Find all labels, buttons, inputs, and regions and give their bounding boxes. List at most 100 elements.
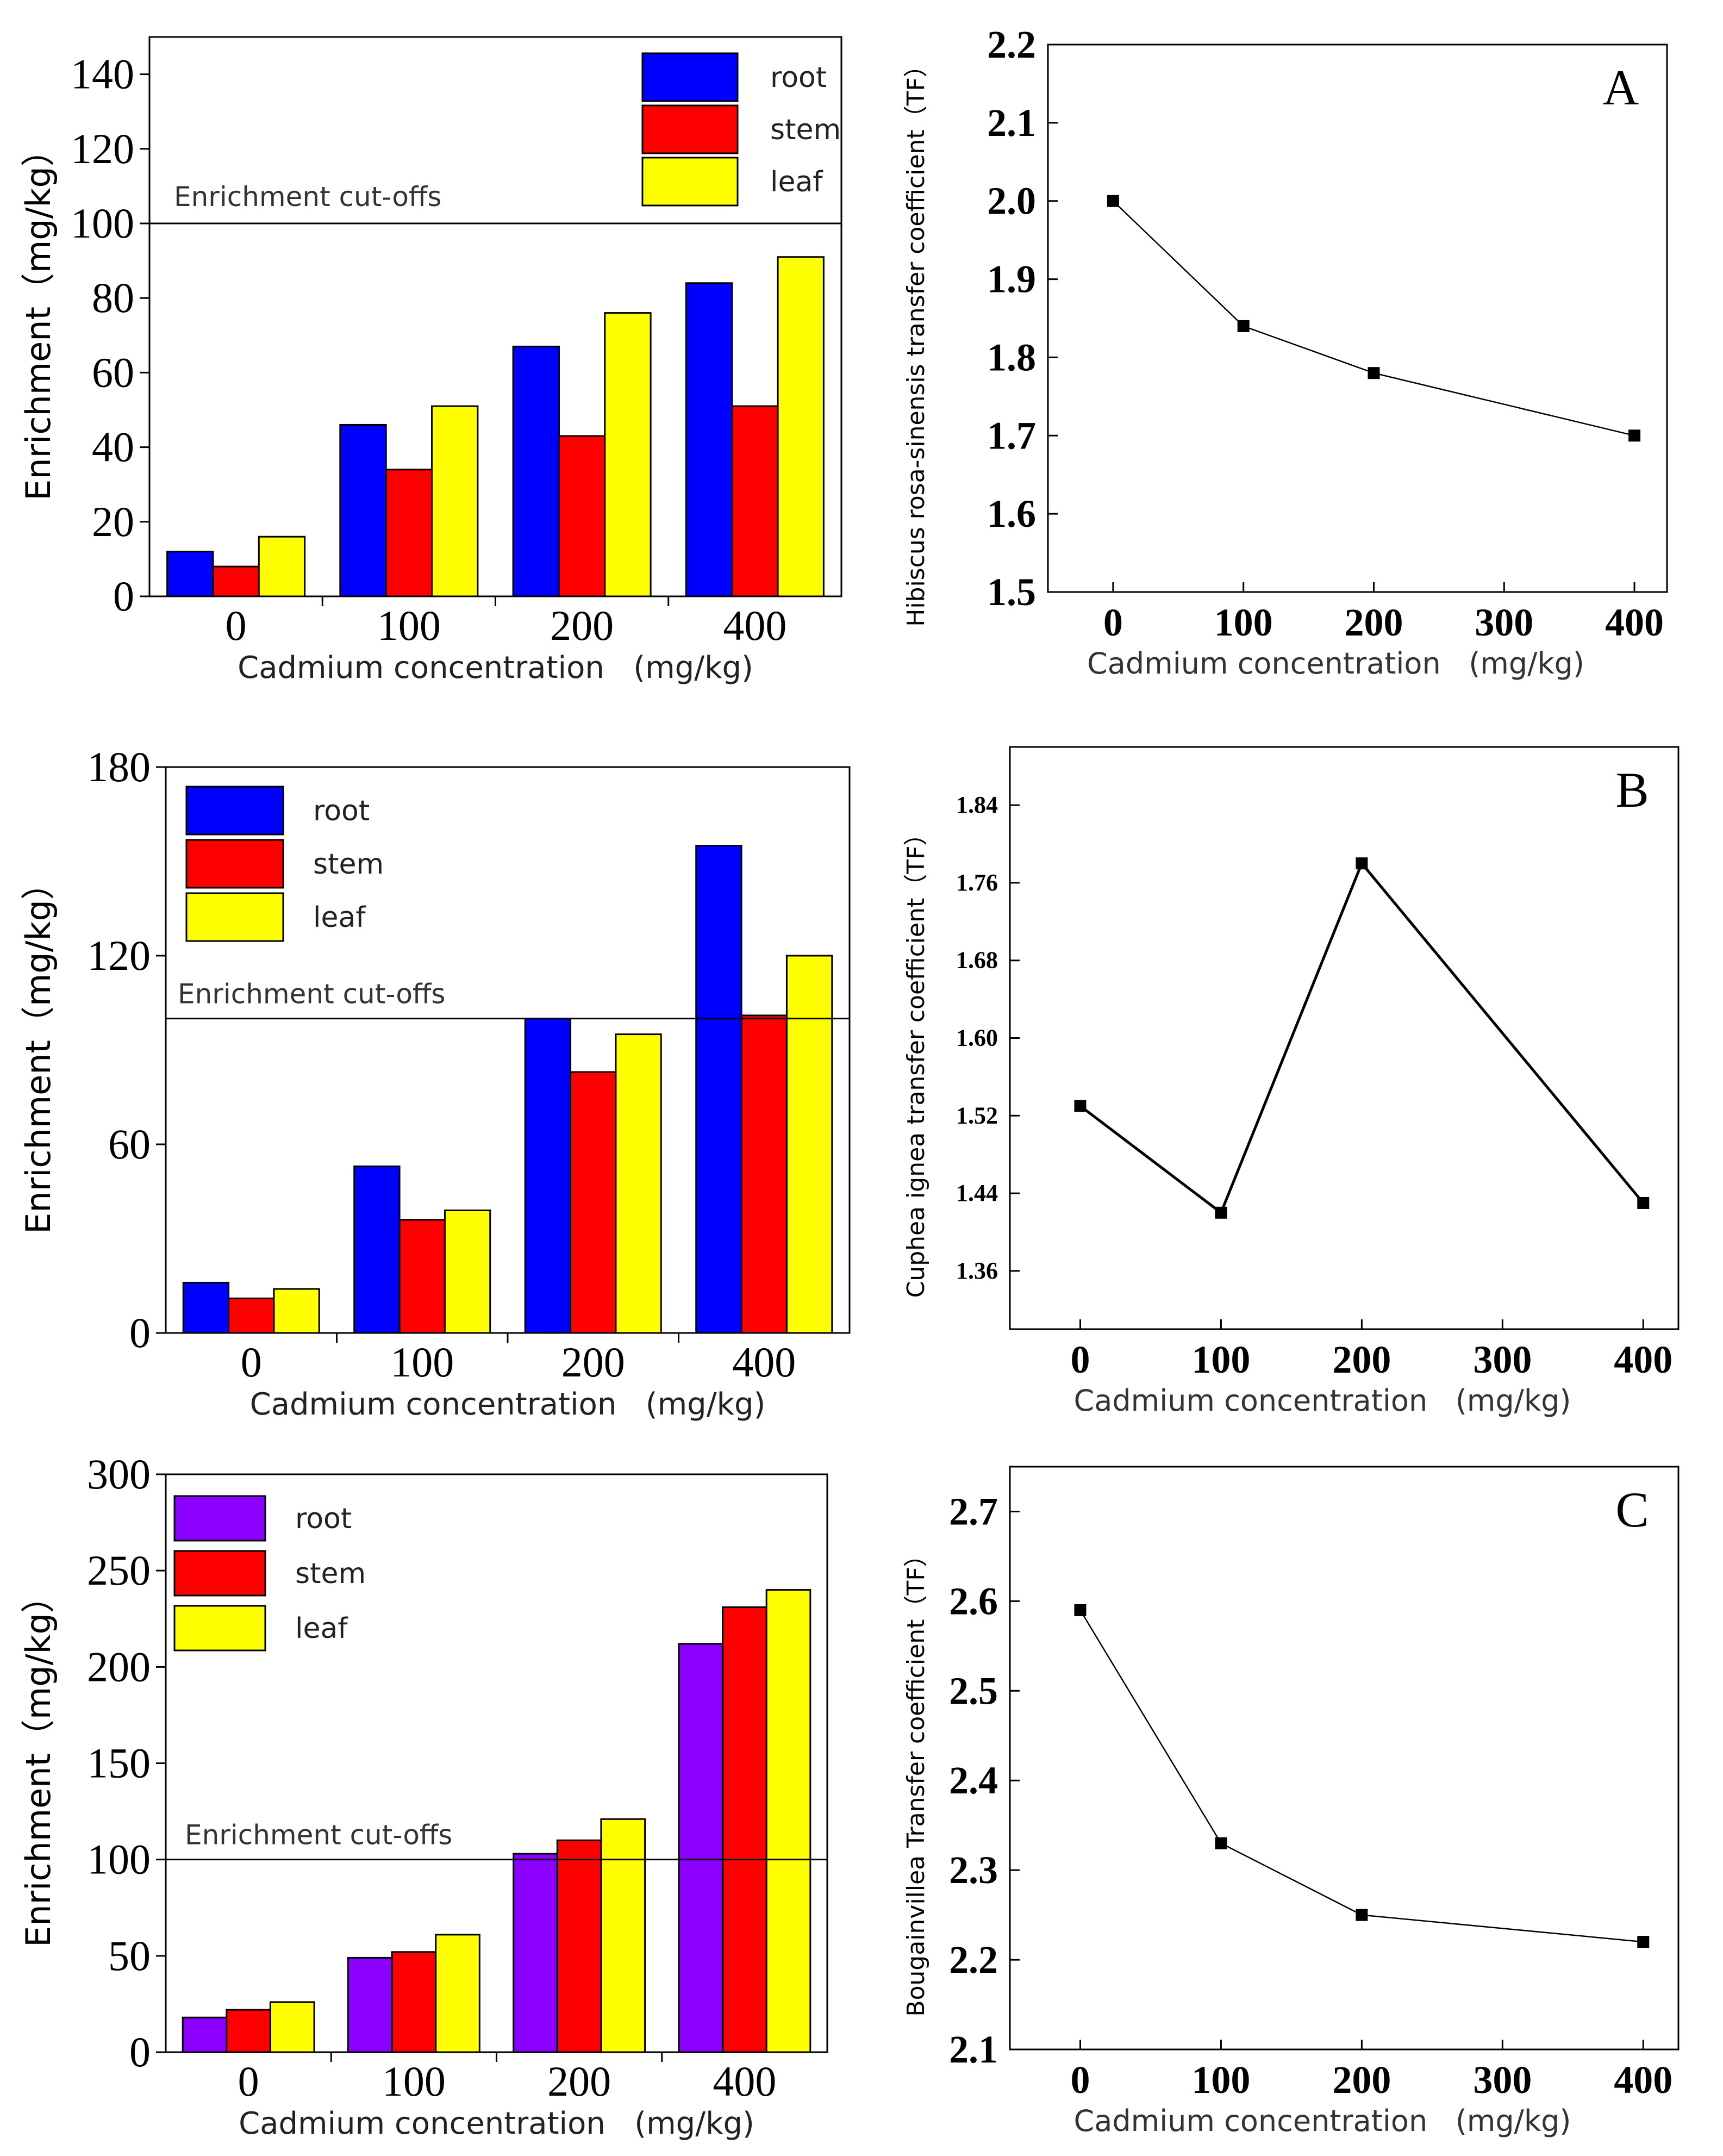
x-tick-label: 0: [1103, 601, 1123, 644]
y-tick-label: 300: [87, 1450, 151, 1498]
legend-swatch-root: [173, 1495, 266, 1542]
bar-root-0: [182, 2016, 228, 2053]
bar-stem-100: [391, 1951, 437, 2053]
bar-leaf-200: [615, 1033, 662, 1334]
bar-stem-200: [558, 435, 606, 597]
data-point: [1368, 367, 1380, 379]
cutoff-label: Enrichment cut-offs: [174, 181, 441, 213]
data-point: [1637, 1197, 1650, 1209]
data-point: [1074, 1604, 1087, 1616]
line-a-chart: 0 100 200 300 400 1.5 1.6 1.7 1.8 1.9 2.0 2.1 2.2 A Ca…: [902, 23, 1668, 681]
panel-label: A: [1603, 60, 1639, 115]
series-line: [1079, 861, 1645, 1215]
legend-swatch-leaf: [641, 157, 739, 207]
y-tick-label: 120: [87, 932, 151, 979]
bar-stem-400: [722, 1606, 767, 2053]
y-tick-label: 1.9: [987, 258, 1036, 301]
y-tick-label: 120: [71, 125, 134, 172]
x-tick-label: 100: [1191, 2058, 1250, 2102]
legend-label-stem: stem: [770, 114, 841, 146]
x-tick-label: 400: [1605, 601, 1664, 644]
bar-stem-400: [740, 1014, 788, 1334]
bar-root-400: [695, 845, 742, 1334]
x-tick-label: 100: [382, 2058, 446, 2105]
legend-label-leaf: leaf: [770, 166, 823, 198]
y-tick-label: 2.4: [949, 1759, 998, 1802]
cutoff-label: Enrichment cut-offs: [178, 979, 445, 1010]
series-line: [1079, 1610, 1644, 1943]
bar-c-chart: 0 100 200 400 0 50 100 150 200 250 300 Enrichment c…: [18, 1450, 828, 2141]
x-axis-title: Cadmium concentration (mg/kg): [1074, 2104, 1571, 2138]
legend-swatch-stem: [641, 104, 739, 154]
y-axis-title: Hibiscus rosa-sinensis transfer coeffici…: [902, 53, 930, 627]
bar-root-100: [353, 1165, 401, 1334]
x-tick-label: 100: [1214, 601, 1273, 644]
y-tick-label: 1.52: [956, 1102, 998, 1129]
x-tick-label: 200: [561, 1338, 625, 1386]
bar-stem-100: [398, 1219, 446, 1334]
bar-root-0: [166, 551, 214, 597]
y-tick-label: 2.7: [949, 1490, 998, 1533]
bar-leaf-100: [444, 1209, 491, 1334]
plot-frame: [165, 766, 851, 1334]
data-point: [1637, 1936, 1650, 1948]
y-tick-label: 2.2: [949, 1938, 998, 1981]
bar-stem-0: [228, 1297, 275, 1334]
y-tick-label: 60: [92, 348, 134, 396]
y-tick-label: 180: [87, 743, 151, 790]
x-axis-title: Cadmium concentration (mg/kg): [1087, 646, 1584, 681]
bar-root-100: [347, 1956, 393, 2053]
bar-leaf-0: [258, 535, 306, 597]
bar-root-200: [513, 1853, 558, 2053]
x-axis-title: Cadmium concentration (mg/kg): [239, 2106, 754, 2141]
y-tick-label: 1.44: [956, 1180, 998, 1206]
x-tick-label: 100: [390, 1338, 454, 1386]
x-tick-label: 0: [1070, 1338, 1090, 1381]
bar-root-100: [339, 423, 387, 597]
x-tick-label: 400: [1614, 1338, 1672, 1381]
y-tick-label: 1.6: [987, 492, 1036, 535]
plot-frame: [1047, 43, 1668, 593]
y-tick-label: 2.1: [987, 101, 1036, 145]
legend-swatch-root: [185, 786, 284, 836]
y-tick-label: 0: [129, 2028, 151, 2076]
y-tick-label: 200: [87, 1643, 151, 1690]
data-point: [1215, 1837, 1227, 1849]
x-tick-label: 300: [1473, 1338, 1532, 1381]
y-tick-label: 1.7: [987, 414, 1036, 457]
bar-root-0: [182, 1281, 230, 1334]
y-axis-title: Enrichment（mg/kg）: [18, 1579, 58, 1947]
bar-stem-0: [226, 2009, 271, 2053]
plot-frame: [1009, 746, 1680, 1330]
plot-frame: [148, 36, 842, 597]
bar-stem-200: [570, 1071, 617, 1334]
y-axis-title: Bougainvillea Transfer coefficient（TF）: [902, 1543, 930, 2016]
y-tick-label: 1.76: [956, 869, 998, 896]
y-tick-label: 150: [87, 1740, 151, 1787]
y-tick-label: 2.5: [949, 1669, 998, 1712]
y-tick-label: 2.3: [949, 1848, 998, 1892]
data-point: [1074, 1100, 1087, 1112]
y-tick-label: 0: [129, 1309, 151, 1356]
y-tick-label: 1.36: [956, 1257, 998, 1284]
panel-label: B: [1615, 762, 1649, 818]
y-tick-label: 1.84: [956, 792, 998, 818]
y-tick-label: 2.2: [987, 23, 1036, 66]
bar-leaf-100: [435, 1934, 480, 2053]
bar-leaf-100: [431, 405, 479, 597]
bar-stem-200: [556, 1839, 602, 2053]
y-tick-label: 100: [87, 1836, 151, 1883]
bar-stem-0: [212, 565, 260, 597]
bar-stem-100: [385, 469, 433, 597]
legend-label-leaf: leaf: [295, 1612, 348, 1645]
x-axis-title: Cadmium concentration (mg/kg): [250, 1387, 766, 1422]
x-tick-label: 200: [1344, 601, 1403, 644]
x-tick-label: 200: [1332, 1338, 1391, 1381]
x-tick-label: 300: [1475, 601, 1533, 644]
legend-swatch-stem: [173, 1550, 266, 1597]
y-tick-label: 2.6: [949, 1579, 998, 1623]
data-point: [1356, 857, 1368, 870]
line-b-chart: 0 100 200 300 400 1.36 1.44 1.52 1.60 1.68 1.76 1.8…: [902, 746, 1680, 1418]
panel-label: C: [1615, 1482, 1649, 1537]
